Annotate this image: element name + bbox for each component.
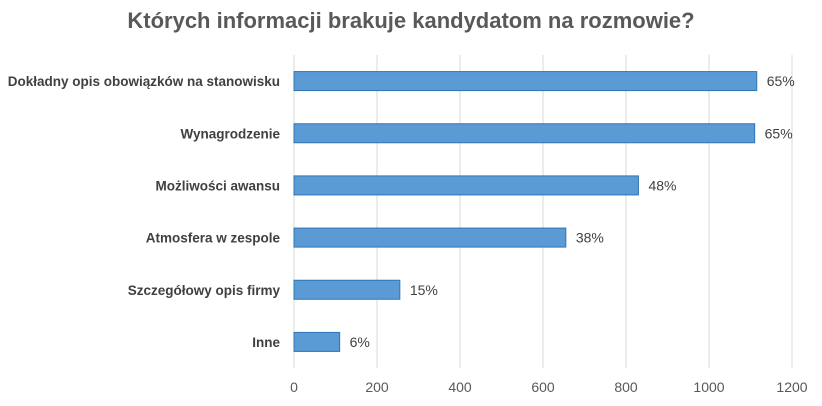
category-label: Szczegółowy opis firmy bbox=[128, 283, 281, 298]
x-tick-label: 600 bbox=[531, 379, 555, 395]
bar bbox=[293, 175, 639, 196]
bar bbox=[293, 279, 401, 300]
x-tick-label: 200 bbox=[365, 379, 389, 395]
data-label: 15% bbox=[410, 282, 438, 298]
x-tick-label: 400 bbox=[448, 379, 472, 395]
bar bbox=[293, 331, 341, 352]
category-label: Dokładny opis obowiązków na stanowisku bbox=[8, 74, 280, 89]
data-label: 38% bbox=[576, 230, 604, 246]
data-label: 65% bbox=[765, 125, 793, 141]
gridlines bbox=[293, 55, 793, 368]
category-labels: Dokładny opis obowiązków na stanowisku Wy… bbox=[8, 74, 281, 350]
x-tick-label: 1000 bbox=[693, 379, 724, 395]
category-label: Inne bbox=[252, 335, 280, 350]
x-axis-ticks: 0 200 400 600 800 1000 1200 bbox=[290, 379, 808, 395]
category-label: Możliwości awansu bbox=[155, 178, 280, 193]
data-label: 48% bbox=[648, 177, 676, 193]
x-tick-label: 1200 bbox=[776, 379, 807, 395]
data-labels: 65% 65% 48% 38% 15% 6% bbox=[350, 73, 795, 350]
data-label: 6% bbox=[350, 334, 370, 350]
bar bbox=[293, 227, 567, 248]
bar bbox=[293, 71, 758, 92]
category-label: Wynagrodzenie bbox=[180, 126, 280, 141]
chart-title: Których informacji brakuje kandydatom na… bbox=[127, 8, 694, 33]
bar bbox=[293, 123, 756, 144]
category-label: Atmosfera w zespole bbox=[146, 231, 281, 246]
x-tick-label: 0 bbox=[290, 379, 298, 395]
bars bbox=[293, 71, 758, 352]
x-tick-label: 800 bbox=[614, 379, 638, 395]
data-label: 65% bbox=[767, 73, 795, 89]
